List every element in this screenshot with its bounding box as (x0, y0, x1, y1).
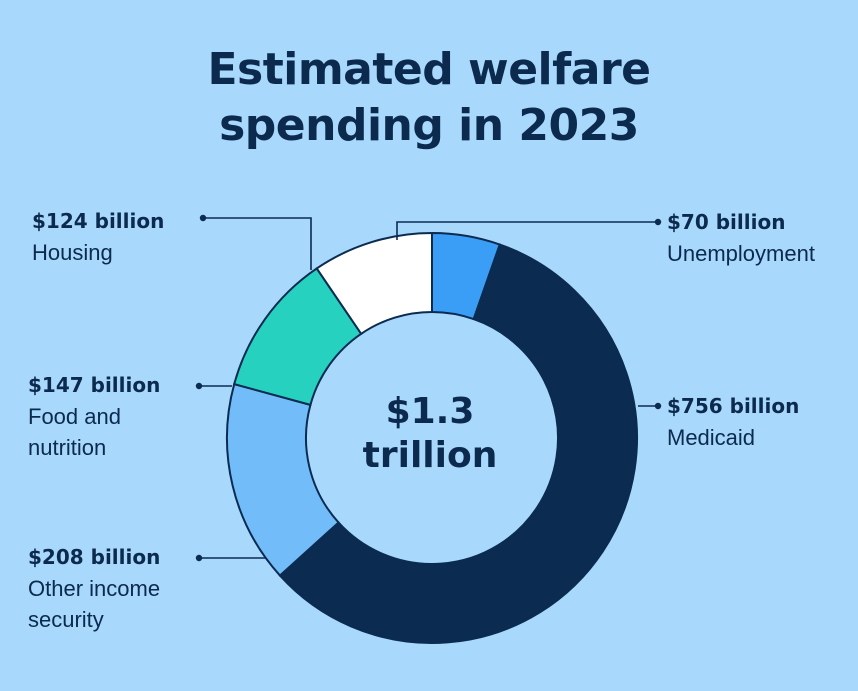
slice-name-label: Medicaid (667, 425, 756, 450)
leader-lines (195, 214, 662, 562)
slice-value-label: $208 billion (28, 545, 161, 569)
donut-slices (226, 231, 638, 644)
slice-name-label: Housing (32, 240, 113, 265)
center-total-amount: $1.3 (385, 391, 475, 432)
slice-value-label: $147 billion (28, 373, 161, 397)
slice-name-label: Food and nutrition (28, 404, 121, 460)
chart-title: Estimated welfare spending in 2023 (0, 42, 858, 154)
leader-dot (654, 218, 662, 226)
slice-value-label: $124 billion (32, 209, 165, 233)
leader-line (396, 221, 658, 240)
slice-value-label: $70 billion (667, 210, 786, 234)
leader-dot (654, 402, 662, 410)
leader-line (203, 217, 312, 270)
label-other-income-security: $208 billion Other income security (28, 542, 160, 635)
donut-slice-housing (315, 231, 433, 336)
slice-value-label: $756 billion (667, 394, 800, 418)
chart-title-line-1: Estimated welfare (207, 44, 651, 95)
label-food-and-nutrition: $147 billion Food and nutrition (28, 370, 160, 463)
donut-slice-medicaid (278, 243, 638, 644)
slice-name-label: Unemployment (667, 241, 815, 266)
label-medicaid: $756 billion Medicaid (667, 391, 799, 453)
center-total-unit: trillion (362, 435, 498, 476)
leader-dot (199, 214, 207, 222)
label-unemployment: $70 billion Unemployment (667, 207, 815, 269)
slice-name-label: Other income security (28, 576, 161, 632)
leader-dot (195, 382, 203, 390)
label-housing: $124 billion Housing (32, 206, 164, 268)
leader-dot (195, 554, 203, 562)
chart-title-line-2: spending in 2023 (219, 100, 639, 151)
center-total-label: $1.3 trillion (330, 390, 530, 478)
